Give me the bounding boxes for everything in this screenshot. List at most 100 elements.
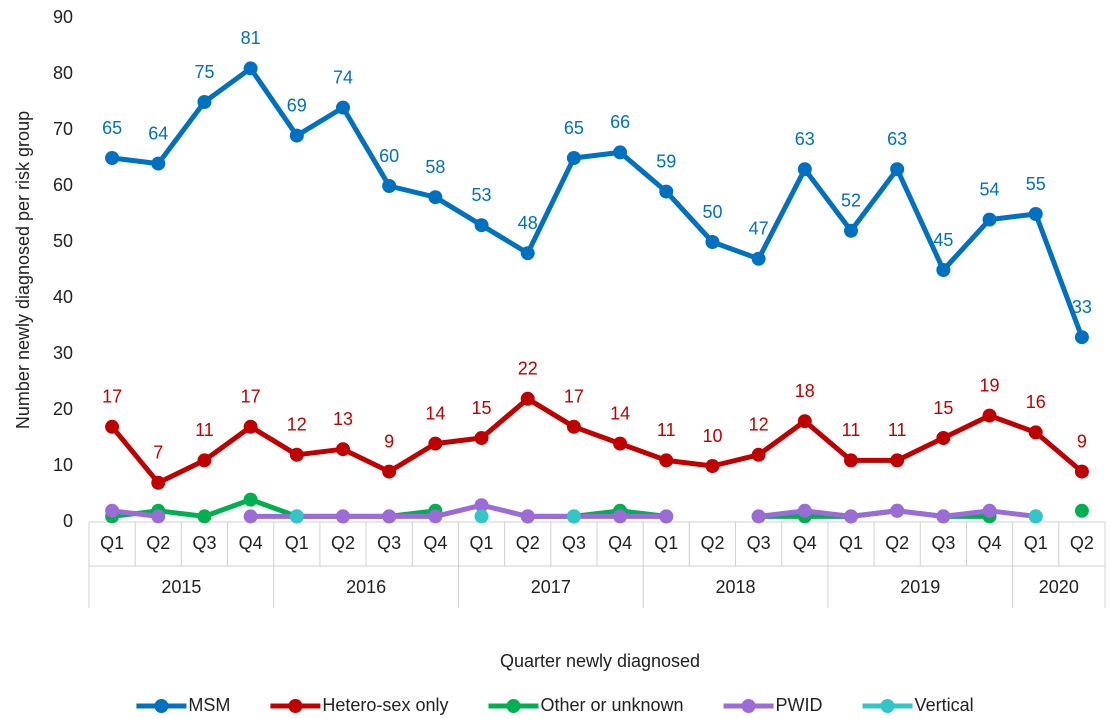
data-label: 81 [241,28,261,48]
data-point [289,509,304,524]
data-point [520,246,535,261]
data-label: 14 [425,403,445,423]
data-point [151,156,166,171]
data-point [382,509,397,524]
y-tick-label: 0 [63,511,73,531]
data-point [751,251,766,266]
x-tick-label: Q2 [885,533,909,553]
data-point [336,509,350,524]
data-label: 66 [610,112,630,132]
legend-marker [154,699,169,713]
data-label: 11 [657,420,676,440]
legend-marker [506,699,521,713]
data-point [1028,509,1043,524]
data-label: 54 [980,179,1000,199]
data-point [982,503,997,518]
data-label: 9 [1077,431,1087,451]
data-label: 7 [153,443,163,463]
x-tick-label: Q1 [654,533,678,553]
data-point [289,128,304,143]
y-tick-label: 80 [53,63,73,83]
data-label: 10 [702,426,722,446]
year-label: 2017 [531,577,571,597]
y-tick-label: 60 [53,175,73,195]
year-label: 2018 [716,577,756,597]
data-point [428,509,443,524]
data-label: 58 [425,157,445,177]
data-point [520,509,535,524]
data-point [382,464,397,479]
legend-marker [288,699,303,713]
x-tick-label: Q2 [146,533,170,553]
data-point [659,184,674,199]
x-tick-label: Q2 [516,533,540,553]
data-point [1074,464,1089,479]
data-label: 55 [1026,174,1046,194]
data-point [243,492,258,507]
data-point [151,475,166,490]
data-label: 45 [933,230,953,250]
x-axis-title: Quarter newly diagnosed [500,651,700,671]
x-tick-label: Q1 [1024,533,1048,553]
data-point [751,509,766,524]
data-point [982,408,997,423]
data-point [336,100,350,115]
data-point [936,431,951,445]
legend-label: PWID [776,695,823,715]
legend-label: Hetero-sex only [322,695,448,715]
legend-marker [880,699,895,713]
data-point [566,419,581,434]
x-tick-label: Q4 [239,533,263,553]
data-label: 74 [333,67,353,87]
data-point [797,414,812,429]
data-point [428,190,443,205]
data-point [890,453,905,468]
x-tick-label: Q4 [423,533,447,553]
data-point [474,509,489,524]
x-tick-label: Q3 [747,533,771,553]
data-point [705,235,720,249]
data-label: 11 [888,420,907,440]
data-point [474,431,489,445]
series-line [110,396,1084,486]
legend-marker [741,699,756,713]
data-label: 53 [472,185,492,205]
data-point [566,509,581,524]
data-point [520,391,535,406]
x-tick-label: Q2 [331,533,355,553]
data-label: 65 [102,118,122,138]
data-label: 19 [980,375,1000,395]
data-point [1028,425,1043,440]
data-label: 75 [194,62,214,82]
y-tick-label: 40 [53,287,73,307]
y-tick-label: 20 [53,399,73,419]
data-point [105,419,120,434]
data-label: 15 [933,398,953,418]
data-point [751,447,766,462]
data-label: 17 [102,387,122,407]
data-label: 13 [333,409,353,429]
y-tick-label: 70 [53,119,73,139]
data-point [844,223,858,238]
x-tick-label: Q4 [793,533,817,553]
legend-label: MSM [188,695,230,715]
data-label: 33 [1072,297,1092,317]
x-tick-label: Q2 [1070,533,1094,553]
data-label: 16 [1026,392,1046,412]
x-tick-label: Q4 [608,533,632,553]
year-label: 2020 [1039,577,1079,597]
data-label: 22 [518,359,538,379]
data-label: 59 [656,151,676,171]
data-point [659,453,674,468]
data-point [197,453,212,468]
data-label: 50 [702,202,722,222]
data-label: 12 [749,415,769,435]
data-point [243,509,258,524]
data-label: 11 [842,420,861,440]
legend-label: Other or unknown [540,695,683,715]
x-tick-label: Q1 [100,533,124,553]
data-point [1028,207,1043,221]
data-point [105,503,120,518]
